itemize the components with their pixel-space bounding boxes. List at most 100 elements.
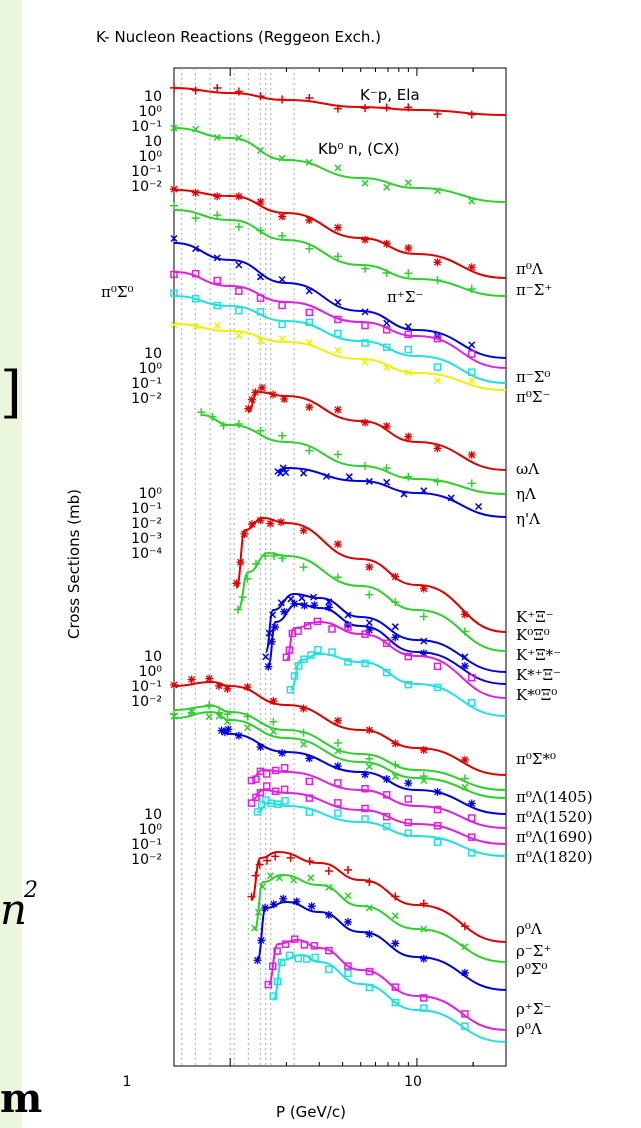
data-point — [365, 726, 374, 735]
data-point — [333, 762, 342, 771]
data-point — [333, 716, 342, 725]
y-tick-label: 10⁰ — [138, 822, 162, 838]
data-point — [170, 321, 178, 329]
data-point — [263, 856, 272, 865]
data-point — [305, 318, 314, 326]
data-point — [256, 337, 265, 345]
data-point — [262, 782, 271, 790]
data-point — [433, 377, 442, 385]
data-point — [305, 446, 314, 455]
data-point — [278, 749, 287, 758]
inline-label: π⁺Σ⁻ — [387, 288, 424, 306]
data-point — [404, 680, 413, 689]
data-point — [334, 799, 342, 807]
data-point — [170, 185, 178, 194]
data-point — [420, 1004, 428, 1012]
data-point — [205, 713, 213, 721]
data-point — [269, 717, 278, 726]
data-point — [278, 320, 286, 329]
data-point — [467, 110, 476, 119]
reaction-label: ηΛ — [516, 485, 536, 503]
data-point — [305, 308, 314, 317]
fit-curve — [247, 390, 507, 471]
fit-curve — [264, 592, 507, 673]
fit-curve — [250, 850, 507, 943]
reaction-label: ρ⁺Σ⁻ — [516, 1000, 552, 1018]
data-point — [361, 264, 370, 273]
data-point — [361, 308, 369, 316]
data-point — [309, 593, 318, 601]
data-point — [278, 301, 286, 310]
data-point — [278, 212, 287, 221]
data-point — [305, 808, 314, 816]
data-point — [382, 268, 391, 277]
data-point — [467, 814, 476, 822]
data-point — [281, 940, 290, 948]
data-point — [467, 368, 476, 376]
data-point — [404, 472, 413, 481]
data-point — [420, 777, 428, 785]
y-tick-label: 10 — [144, 89, 162, 105]
data-point — [220, 728, 229, 737]
data-point — [286, 853, 295, 862]
data-point — [382, 791, 391, 799]
reaction-label: K⁺Ξ⁻ — [516, 608, 554, 626]
reaction-label: ρ⁻Σ⁺ — [516, 942, 552, 960]
data-point — [271, 787, 280, 795]
data-point — [334, 315, 342, 324]
data-point — [213, 211, 222, 220]
data-point — [333, 252, 342, 261]
data-point — [460, 755, 469, 764]
data-point — [361, 770, 370, 779]
reaction-label: π⁰Λ(1690) — [516, 828, 593, 846]
data-point — [240, 529, 249, 538]
data-point — [328, 648, 336, 656]
data-point — [236, 558, 245, 567]
data-point — [344, 623, 352, 631]
data-point — [265, 629, 273, 637]
y-tick-label: 10 — [144, 134, 162, 150]
data-point — [213, 322, 221, 330]
data-point — [391, 892, 400, 901]
data-point — [264, 980, 273, 989]
data-point — [257, 800, 266, 809]
data-point — [256, 426, 265, 435]
data-point — [300, 601, 309, 610]
data-point — [365, 904, 373, 912]
fit-curve — [267, 938, 507, 1031]
data-point — [307, 874, 315, 882]
data-point — [433, 838, 442, 847]
data-point — [247, 395, 256, 404]
data-point — [433, 662, 442, 671]
data-point — [305, 794, 314, 802]
data-point — [290, 672, 299, 680]
data-point — [365, 562, 374, 571]
data-point — [269, 551, 278, 560]
data-point — [247, 892, 256, 901]
data-point — [223, 684, 232, 693]
data-point — [223, 718, 231, 726]
data-point — [365, 983, 374, 992]
reaction-label: K*⁺Ξ⁻ — [516, 666, 562, 684]
reaction-label: ρ⁰Λ — [516, 920, 542, 938]
y-tick-label: 10⁻² — [131, 694, 162, 710]
y-tick-label: 10⁻² — [131, 516, 162, 532]
reaction-label: π⁰Σ*⁰ — [516, 750, 556, 768]
data-point — [282, 653, 291, 662]
data-point — [269, 728, 277, 736]
data-point — [461, 1010, 469, 1018]
data-point — [404, 330, 413, 339]
data-point — [467, 698, 476, 707]
data-point — [252, 793, 260, 802]
y-tick-label: 10⁻¹ — [131, 164, 162, 180]
data-point — [391, 760, 400, 769]
data-point — [467, 833, 476, 841]
data-point — [278, 335, 286, 343]
data-point — [271, 852, 280, 861]
data-point — [213, 254, 221, 262]
data-point — [235, 332, 243, 340]
data-point — [419, 649, 428, 658]
fit-curve — [173, 710, 507, 799]
data-point — [170, 234, 178, 243]
